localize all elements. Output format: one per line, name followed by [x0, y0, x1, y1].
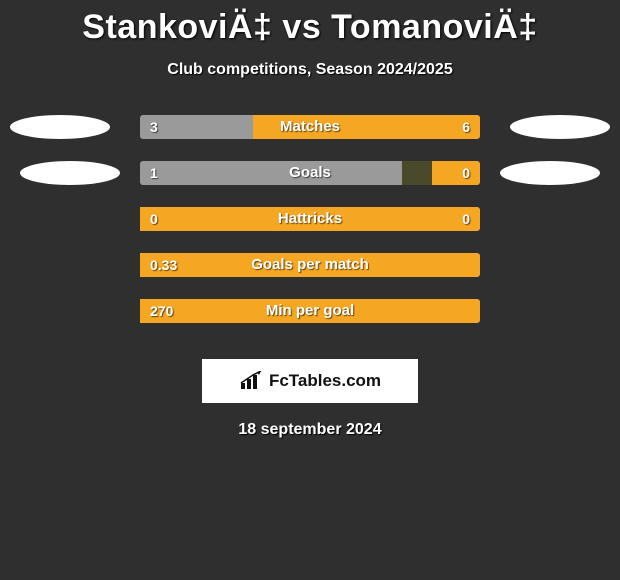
brand-box: FcTables.com [202, 359, 418, 403]
stat-label: Min per goal [140, 299, 480, 323]
player-left-marker [10, 115, 110, 139]
stat-bar-track: 36Matches [140, 115, 480, 139]
brand-text: FcTables.com [269, 371, 381, 391]
stat-label: Matches [140, 115, 480, 139]
stat-bar-track: 0.33Goals per match [140, 253, 480, 277]
date-line: 18 september 2024 [0, 421, 620, 439]
player-right-marker [500, 161, 600, 185]
player-left-marker [20, 161, 120, 185]
stats-rows: 36Matches 10Goals 00Hattricks 0.33Goals per… [0, 115, 620, 345]
player-right-marker [510, 115, 610, 139]
stat-bar-track: 00Hattricks [140, 207, 480, 231]
stat-row: 36Matches [0, 115, 620, 161]
comparison-infographic: StankoviÄ‡ vs TomanoviÄ‡ Club competitio… [0, 0, 620, 439]
subtitle: Club competitions, Season 2024/2025 [0, 61, 620, 79]
stat-bar-track: 10Goals [140, 161, 480, 185]
chart-icon [239, 371, 265, 391]
stat-bar-track: 270Min per goal [140, 299, 480, 323]
stat-label: Goals [140, 161, 480, 185]
stat-label: Goals per match [140, 253, 480, 277]
stat-row: 0.33Goals per match [0, 253, 620, 299]
page-title: StankoviÄ‡ vs TomanoviÄ‡ [0, 0, 620, 47]
stat-row: 10Goals [0, 161, 620, 207]
stat-row: 270Min per goal [0, 299, 620, 345]
stat-row: 00Hattricks [0, 207, 620, 253]
stat-label: Hattricks [140, 207, 480, 231]
